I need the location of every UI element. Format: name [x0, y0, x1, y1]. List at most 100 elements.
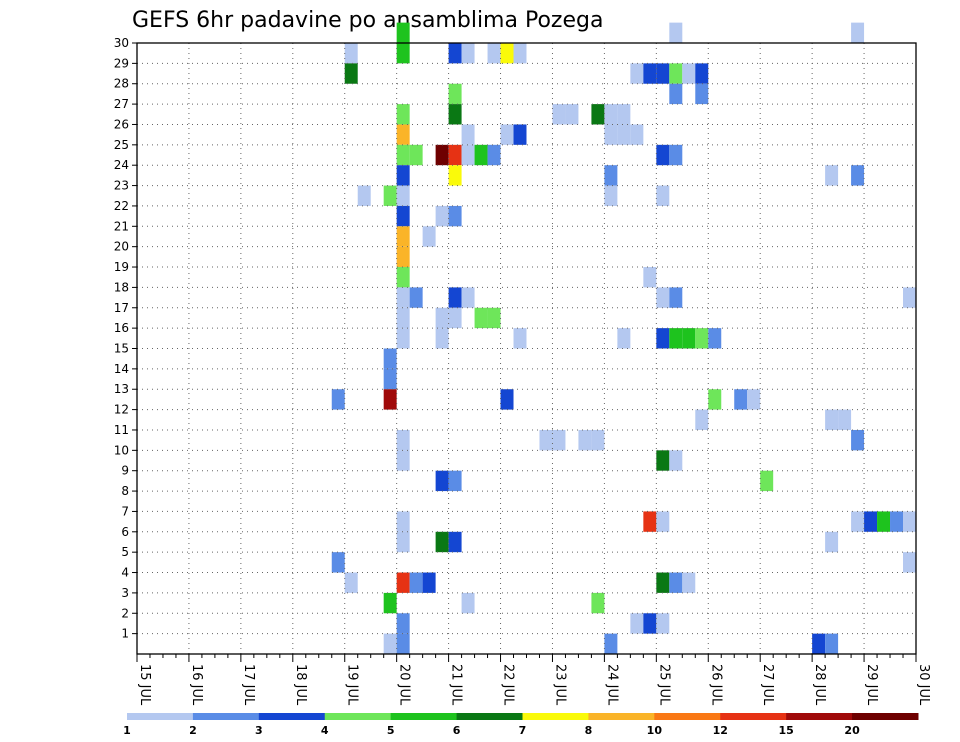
- colorbar-swatch: [720, 713, 787, 720]
- heatmap-cell: [396, 43, 410, 64]
- heatmap-cell: [396, 633, 410, 654]
- heatmap-cell: [344, 63, 358, 84]
- heatmap-cell: [604, 185, 618, 206]
- colorbar-swatch: [324, 713, 392, 720]
- heatmap-cell: [383, 348, 397, 369]
- heatmap-cell: [656, 328, 670, 349]
- x-tick-label: 19 JUL: [345, 664, 360, 706]
- heatmap-cell: [396, 226, 410, 247]
- heatmap-cell: [656, 144, 670, 166]
- heatmap-cell: [344, 572, 358, 593]
- heatmap-cell: [565, 104, 579, 125]
- y-tick-label: 14: [114, 362, 129, 376]
- plot-frame: [136, 42, 917, 655]
- y-tick-label: 17: [114, 301, 129, 315]
- heatmap-cell: [864, 511, 878, 532]
- colorbar-swatch: [258, 713, 326, 720]
- heatmap-cell: [695, 83, 709, 105]
- heatmap-cells: [331, 22, 916, 654]
- heatmap-cell: [669, 144, 683, 166]
- heatmap-cell: [396, 185, 410, 206]
- heatmap-cell: [383, 633, 397, 654]
- heatmap-cell: [422, 572, 436, 593]
- heatmap-cell: [539, 429, 553, 451]
- heatmap-cell: [396, 205, 410, 227]
- heatmap-cell: [461, 144, 475, 166]
- y-tick-label: 7: [121, 504, 129, 518]
- heatmap-cell: [617, 104, 631, 125]
- heatmap-cell: [383, 368, 397, 390]
- heatmap-cell: [851, 165, 865, 186]
- x-tick-label: 15 JUL: [137, 664, 152, 706]
- colorbar-label: 8: [585, 724, 593, 737]
- colorbar-swatch: [588, 713, 655, 720]
- heatmap-cell: [656, 450, 670, 471]
- heatmap-cell: [656, 185, 670, 206]
- colorbar-label: 10: [647, 724, 663, 737]
- heatmap-cell: [734, 389, 748, 410]
- heatmap-cell: [435, 144, 449, 166]
- y-tick-label: 20: [114, 240, 129, 254]
- y-tick-label: 29: [114, 56, 129, 70]
- heatmap-cell: [383, 185, 397, 206]
- heatmap-cell: [695, 63, 709, 84]
- colorbar-label: 3: [255, 724, 263, 737]
- colorbar-swatch: [127, 713, 194, 720]
- heatmap-cell: [500, 124, 514, 145]
- x-tick-label: 20 JUL: [397, 664, 412, 706]
- y-tick-label: 15: [114, 342, 129, 356]
- heatmap-cell: [344, 43, 358, 64]
- heatmap-cell: [448, 205, 462, 227]
- heatmap-cell: [331, 552, 345, 573]
- heatmap-cell: [591, 592, 605, 614]
- heatmap-cell: [513, 124, 527, 145]
- heatmap-cell: [448, 531, 462, 553]
- heatmap-cell: [461, 592, 475, 614]
- heatmap-cell: [396, 450, 410, 471]
- heatmap-cell: [461, 287, 475, 308]
- colorbar-label: 20: [844, 724, 860, 737]
- colorbar-label: 6: [453, 724, 461, 737]
- heatmap-cell: [669, 63, 683, 84]
- heatmap-cell: [669, 83, 683, 105]
- y-tick-label: 26: [114, 117, 129, 131]
- heatmap-cell: [448, 287, 462, 308]
- heatmap-cell: [643, 63, 657, 84]
- x-tick-label: 21 JUL: [449, 664, 464, 706]
- y-tick-label: 3: [121, 586, 129, 600]
- heatmap-cell: [682, 63, 696, 84]
- heatmap-cell: [396, 124, 410, 145]
- colorbar-label: 7: [519, 724, 527, 737]
- heatmap-cell: [643, 613, 657, 634]
- heatmap-cell: [708, 328, 722, 349]
- heatmap-cell: [461, 124, 475, 145]
- x-axis-labels: 15 JUL 16 JUL 17 JUL 18 JUL 19 JUL 20 JUL 21 J…: [136, 654, 931, 706]
- heatmap-cell: [487, 43, 501, 64]
- heatmap-cell: [695, 328, 709, 349]
- y-tick-label: 6: [121, 525, 129, 539]
- colorbar-swatch: [456, 713, 523, 720]
- heatmap-cell: [656, 63, 670, 84]
- y-tick-label: 10: [114, 443, 129, 457]
- colorbar-label: 1: [123, 724, 131, 737]
- colorbar-swatch: [192, 713, 260, 720]
- y-tick-label: 12: [114, 403, 129, 417]
- heatmap-cell: [656, 613, 670, 634]
- y-tick-label: 25: [114, 138, 129, 152]
- heatmap-cell: [448, 165, 462, 186]
- heatmap-cell: [500, 43, 514, 64]
- heatmap-cell: [474, 144, 488, 166]
- heatmap-cell: [396, 165, 410, 186]
- heatmap-cell: [695, 409, 709, 430]
- heatmap-cell: [669, 328, 683, 349]
- heatmap-cell: [825, 531, 839, 553]
- x-tick-label: 29 JUL: [864, 664, 879, 706]
- heatmap-cell: [903, 552, 916, 573]
- heatmap-cell: [669, 450, 683, 471]
- chart-title: GEFS 6hr padavine po ansamblima Pozega: [132, 8, 603, 33]
- heatmap-cell: [383, 592, 397, 614]
- y-tick-label: 21: [114, 219, 129, 233]
- heatmap-cell: [825, 409, 839, 430]
- y-tick-label: 24: [114, 158, 129, 172]
- x-tick-label: 18 JUL: [293, 664, 308, 706]
